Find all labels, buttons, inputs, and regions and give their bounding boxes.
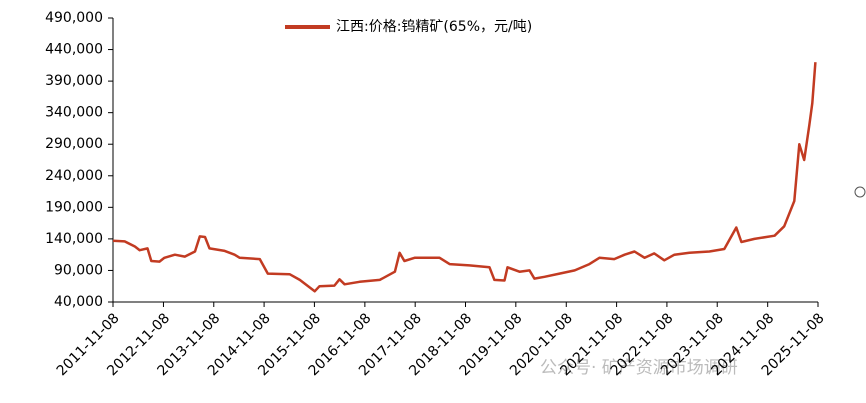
y-tick-label: 140,000	[45, 231, 103, 247]
series-line	[112, 62, 817, 293]
resize-handle	[854, 186, 866, 198]
y-tick-label: 190,000	[45, 199, 103, 215]
legend-label: 江西:价格:钨精矿(65%，元/吨)	[336, 19, 532, 35]
y-tick-label: 290,000	[45, 136, 103, 152]
y-tick-label: 40,000	[54, 294, 103, 310]
y-tick-label: 240,000	[45, 168, 103, 184]
y-tick-label: 440,000	[45, 42, 103, 58]
y-tick-label: 390,000	[45, 73, 103, 89]
y-tick-label: 340,000	[45, 105, 103, 121]
y-tick-label: 490,000	[45, 10, 103, 26]
watermark: 公众号· 矿产资源市场调研	[540, 358, 738, 378]
y-tick-label: 90,000	[54, 262, 103, 278]
